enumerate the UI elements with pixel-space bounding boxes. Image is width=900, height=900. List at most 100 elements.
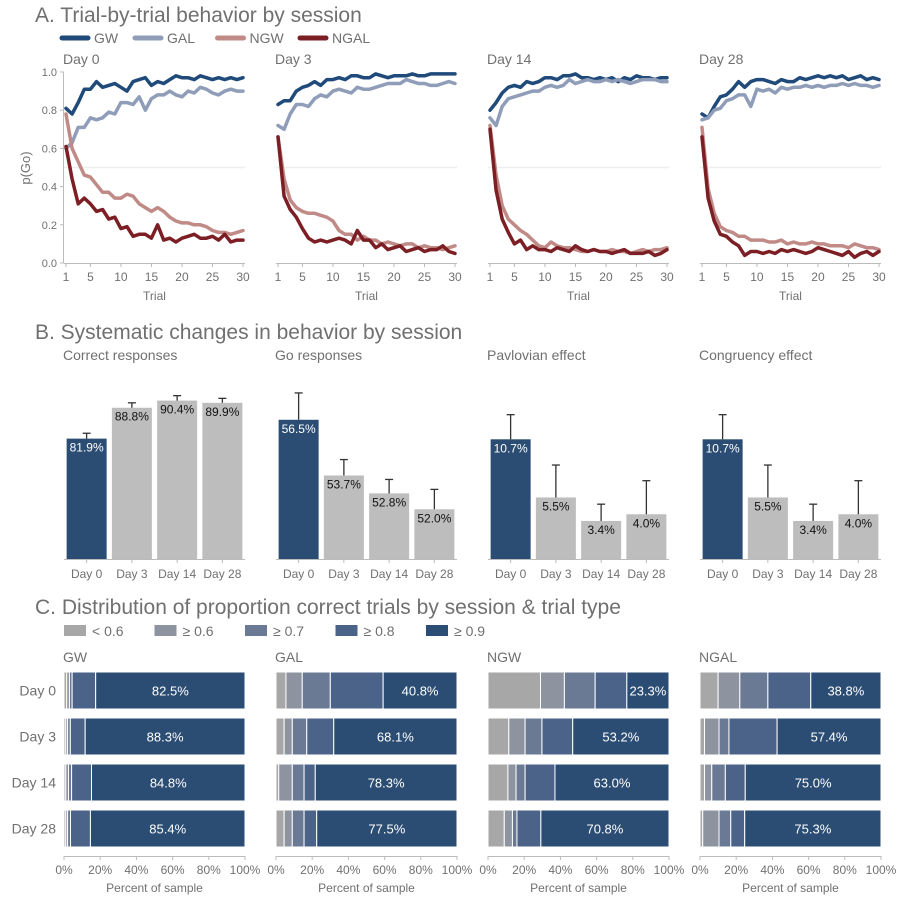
x-tick-label: 40% bbox=[548, 863, 572, 877]
x-tick-label: 0% bbox=[55, 863, 73, 877]
x-tick-label: 15 bbox=[357, 270, 371, 284]
panel-title: GW bbox=[63, 649, 88, 665]
bar-day-0 bbox=[278, 419, 319, 559]
stack-segment bbox=[275, 717, 285, 756]
stack-segment bbox=[704, 717, 720, 756]
bar-value-label: 10.7% bbox=[494, 441, 528, 455]
x-tick-label: 40% bbox=[760, 863, 784, 877]
stack-segment bbox=[702, 809, 720, 848]
stack-segment bbox=[728, 717, 778, 756]
x-tick-label: 100% bbox=[654, 863, 685, 877]
stack-segment bbox=[563, 671, 596, 710]
segment-value-label: 53.2% bbox=[602, 730, 639, 745]
legend-swatch-3 bbox=[335, 625, 358, 636]
x-tick-label: Day 0 bbox=[283, 567, 315, 581]
series-line-gal bbox=[64, 85, 245, 151]
stack-segment bbox=[275, 671, 287, 710]
segment-value-label: 70.8% bbox=[586, 822, 623, 837]
stack-segment bbox=[306, 717, 335, 756]
bar-value-label: 5.5% bbox=[542, 499, 570, 513]
x-tick-label: 1 bbox=[275, 270, 282, 284]
x-tick-label: 20 bbox=[599, 270, 613, 284]
row-label: Day 28 bbox=[12, 821, 57, 837]
segment-value-label: 77.5% bbox=[368, 822, 405, 837]
stack-segment bbox=[699, 763, 706, 802]
bar-day-3 bbox=[323, 475, 364, 559]
legend-label-ngal: NGAL bbox=[332, 30, 370, 46]
x-tick-label: 20% bbox=[88, 863, 112, 877]
x-tick-label: 30 bbox=[236, 270, 250, 284]
bar-value-label: 89.9% bbox=[205, 405, 239, 419]
x-tick-label: 5 bbox=[299, 270, 306, 284]
x-axis-label: Trial bbox=[567, 289, 590, 303]
x-tick-label: 10 bbox=[114, 270, 128, 284]
x-tick-label: Day 3 bbox=[116, 567, 148, 581]
x-tick-label: 20% bbox=[512, 863, 536, 877]
x-tick-label: 100% bbox=[230, 863, 261, 877]
stack-segment bbox=[71, 763, 93, 802]
segment-value-label: 85.4% bbox=[149, 822, 186, 837]
segment-value-label: 63.0% bbox=[594, 776, 631, 791]
x-tick-label: Day 28 bbox=[203, 567, 241, 581]
x-tick-label: 1 bbox=[487, 270, 494, 284]
series-line-ngal bbox=[64, 144, 245, 244]
panel-title: Pavlovian effect bbox=[487, 347, 586, 363]
legend-swatch-0 bbox=[64, 625, 86, 636]
stack-segment bbox=[69, 717, 86, 756]
stack-segment bbox=[71, 671, 97, 710]
stack-segment bbox=[524, 717, 543, 756]
stack-segment bbox=[382, 671, 458, 710]
bar-day-14 bbox=[793, 520, 834, 559]
stack-segment bbox=[539, 671, 565, 710]
x-tick-label: Day 28 bbox=[415, 567, 453, 581]
panel-title: Congruency effect bbox=[699, 347, 812, 363]
stack-segment bbox=[516, 809, 542, 848]
stack-segment bbox=[776, 717, 882, 756]
bar-day-28 bbox=[626, 514, 667, 559]
x-tick-label: Day 0 bbox=[71, 567, 103, 581]
x-tick-label: Day 14 bbox=[370, 567, 408, 581]
stack-segment bbox=[507, 763, 517, 802]
x-tick-label: Day 14 bbox=[582, 567, 620, 581]
x-tick-label: Day 14 bbox=[794, 567, 832, 581]
bar-value-label: 3.4% bbox=[587, 523, 615, 537]
panel-title: NGAL bbox=[699, 649, 737, 665]
stack-segment bbox=[278, 763, 293, 802]
x-tick-label: 25 bbox=[418, 270, 432, 284]
x-tick-label: 60% bbox=[161, 863, 185, 877]
legend-label-gal: GAL bbox=[167, 30, 195, 46]
bar-panel-pavlovian-effect: Pavlovian effect 10.7% Day 0 5.5% Day 3 3.4% D… bbox=[487, 347, 669, 581]
stack-segment bbox=[739, 671, 769, 710]
row-label: Day 0 bbox=[19, 683, 56, 699]
x-tick-label: Day 0 bbox=[495, 567, 527, 581]
stack-segment bbox=[487, 809, 505, 848]
series-line-ngw bbox=[488, 123, 669, 256]
bar-value-label: 53.7% bbox=[327, 477, 361, 491]
series-line-ngal bbox=[700, 135, 881, 260]
segment-value-label: 38.8% bbox=[827, 684, 864, 699]
stack-segment bbox=[699, 671, 719, 710]
bar-value-label: 52.8% bbox=[372, 495, 406, 509]
stack-segment bbox=[699, 717, 706, 756]
x-tick-label: 20% bbox=[724, 863, 748, 877]
x-tick-label: 20% bbox=[300, 863, 324, 877]
stack-segment bbox=[508, 717, 526, 756]
stack-segment bbox=[717, 671, 741, 710]
bar-value-label: 81.9% bbox=[70, 441, 104, 455]
y-tick-label: 0.8 bbox=[42, 105, 57, 117]
stack-panel-ngal: NGAL 38.8% 57.4% 75.0% 75.3% 0% 20% 40% 60% 80% 10… bbox=[691, 649, 896, 895]
x-tick-label: 20 bbox=[811, 270, 825, 284]
bar-day-28 bbox=[414, 509, 455, 559]
stack-segment bbox=[333, 717, 458, 756]
panel-title: Day 3 bbox=[275, 51, 312, 67]
stack-segment bbox=[285, 671, 303, 710]
x-tick-label: 80% bbox=[197, 863, 221, 877]
stack-segment bbox=[744, 763, 882, 802]
legend-swatch-4 bbox=[426, 625, 448, 636]
panel-title: Day 28 bbox=[699, 51, 744, 67]
stack-segment bbox=[767, 671, 812, 710]
stack-segment bbox=[91, 763, 246, 802]
